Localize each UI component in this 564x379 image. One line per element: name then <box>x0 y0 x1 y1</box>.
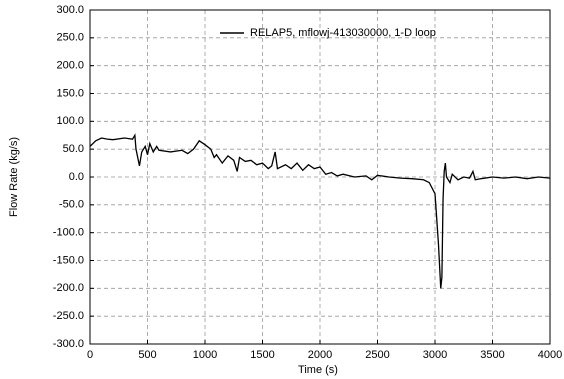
y-tick-label: -150.0 <box>53 254 84 266</box>
y-tick-label: 100.0 <box>56 115 84 127</box>
y-axis-label: Flow Rate (kg/s) <box>8 137 20 217</box>
y-tick-label: 300.0 <box>56 4 84 16</box>
x-tick-label: 3000 <box>423 349 447 361</box>
x-axis-label: Time (s) <box>298 364 338 376</box>
y-tick-label: -50.0 <box>59 199 84 211</box>
series-line <box>89 133 551 289</box>
x-tick-label: 2500 <box>365 349 389 361</box>
x-tick-label: 0 <box>87 349 93 361</box>
y-tick-label: 50.0 <box>63 143 84 155</box>
plot-frame <box>89 9 551 345</box>
legend-label: RELAP5, mflowj-413030000, 1-D loop <box>250 27 436 39</box>
y-tick-label: 150.0 <box>56 87 84 99</box>
y-tick-label: 250.0 <box>56 32 84 44</box>
y-tick-label: -250.0 <box>53 310 84 322</box>
x-tick-label: 2000 <box>308 349 332 361</box>
y-tick-label: -100.0 <box>53 227 84 239</box>
y-tick-label: -300.0 <box>53 338 84 350</box>
x-tick-label: 500 <box>138 349 156 361</box>
x-tick-label: 1500 <box>250 349 274 361</box>
y-tick-label: 200.0 <box>56 60 84 72</box>
x-tick-label: 1000 <box>193 349 217 361</box>
x-tick-label: 4000 <box>538 349 562 361</box>
y-tick-label: 0.0 <box>69 171 84 183</box>
x-tick-label: 3500 <box>480 349 504 361</box>
y-tick-label: -200.0 <box>53 282 84 294</box>
